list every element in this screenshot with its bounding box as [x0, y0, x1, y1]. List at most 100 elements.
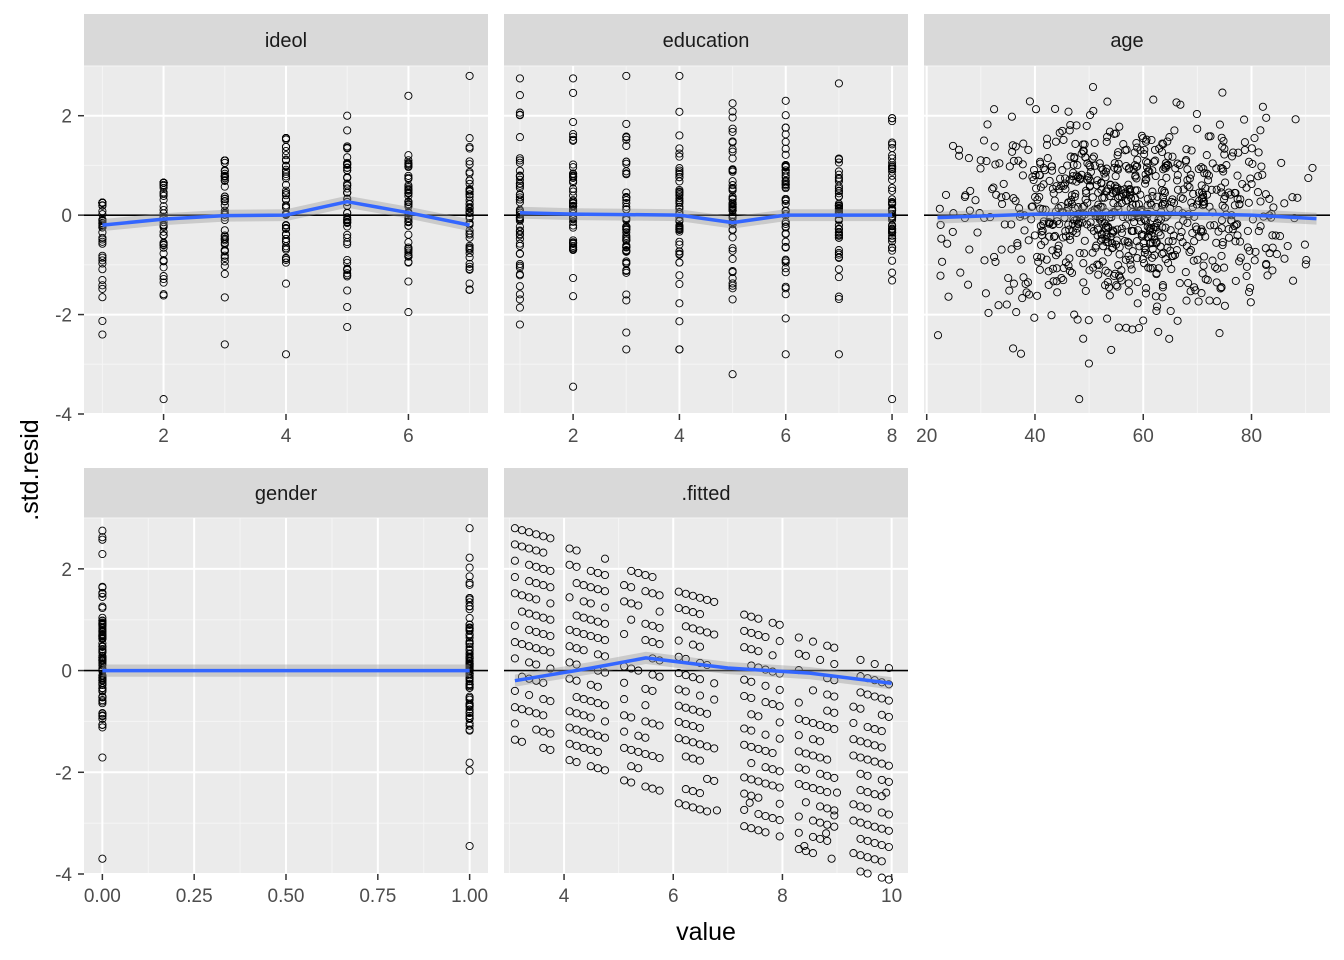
data-point — [465, 190, 474, 199]
data-point — [1098, 202, 1107, 212]
data-point — [1152, 269, 1161, 278]
data-point — [1078, 218, 1087, 227]
data-point — [465, 594, 474, 603]
data-point — [1217, 133, 1226, 142]
data-point — [515, 290, 524, 299]
data-point — [728, 194, 737, 203]
data-point — [98, 693, 107, 702]
data-point — [675, 250, 684, 259]
data-point — [983, 120, 992, 129]
data-point — [888, 117, 897, 126]
data-point — [1210, 221, 1219, 230]
data-point — [517, 705, 527, 714]
data-point — [1007, 112, 1016, 121]
data-point — [525, 690, 534, 700]
data-point — [1168, 236, 1177, 246]
data-point — [775, 637, 784, 646]
data-point — [569, 202, 578, 211]
data-point — [823, 788, 832, 797]
data-point — [1233, 231, 1242, 240]
data-point — [1079, 278, 1088, 287]
data-point — [781, 166, 790, 175]
data-point — [281, 161, 291, 170]
data-point — [1134, 200, 1143, 209]
data-point — [515, 195, 524, 204]
data-point — [1073, 161, 1082, 170]
data-point — [1256, 222, 1265, 231]
data-point — [1261, 190, 1270, 199]
data-point — [1244, 198, 1253, 207]
data-point — [1017, 255, 1026, 264]
data-point — [1084, 316, 1093, 325]
data-point — [220, 247, 229, 256]
data-point — [834, 154, 843, 163]
data-point — [703, 709, 712, 718]
data-point — [1250, 256, 1259, 265]
facet-strip-label: ideol — [265, 30, 307, 52]
data-point — [1047, 162, 1056, 171]
data-point — [870, 659, 879, 669]
data-point — [1226, 190, 1235, 199]
data-point — [620, 776, 629, 785]
data-point — [655, 591, 664, 600]
data-point — [822, 829, 831, 838]
data-point — [1025, 97, 1034, 106]
data-point — [1158, 293, 1167, 302]
data-point — [281, 350, 291, 359]
data-point — [1172, 98, 1181, 107]
data-point — [159, 209, 168, 218]
data-point — [1168, 152, 1177, 161]
data-point — [159, 178, 168, 187]
data-point — [816, 655, 825, 664]
data-point — [781, 111, 790, 120]
data-point — [816, 818, 825, 827]
data-point — [1157, 178, 1166, 188]
data-point — [1122, 145, 1131, 154]
data-point — [159, 205, 168, 215]
data-point — [220, 182, 229, 191]
data-point — [1086, 218, 1095, 227]
data-point — [830, 806, 839, 815]
data-point — [510, 719, 519, 728]
data-point — [515, 263, 524, 272]
data-point — [794, 812, 803, 821]
data-points — [98, 524, 474, 863]
data-point — [281, 134, 291, 143]
data-point — [703, 742, 712, 751]
data-point — [220, 226, 229, 235]
data-point — [1240, 115, 1249, 124]
data-point — [1235, 200, 1244, 209]
data-point — [1089, 226, 1098, 235]
data-point — [220, 194, 229, 203]
data-point — [1124, 287, 1133, 296]
data-point — [1009, 156, 1018, 165]
data-point — [586, 713, 595, 722]
data-point — [627, 615, 636, 624]
data-point — [98, 293, 107, 302]
data-point — [1217, 164, 1226, 173]
data-point — [1146, 199, 1155, 208]
data-point — [510, 572, 519, 582]
data-point — [740, 740, 749, 749]
data-point — [1051, 251, 1061, 260]
data-point — [781, 243, 790, 252]
data-point — [569, 178, 578, 187]
data-point — [1218, 88, 1227, 97]
data-point — [1233, 171, 1242, 180]
data-point — [990, 252, 999, 261]
x-tick-label: 20 — [916, 426, 937, 447]
data-point — [1164, 152, 1173, 161]
x-tick-label: 0.50 — [268, 886, 305, 907]
data-point — [1103, 248, 1113, 257]
data-point — [515, 91, 524, 100]
data-point — [688, 705, 697, 714]
data-point — [1212, 238, 1221, 247]
data-point — [1030, 313, 1039, 322]
data-point — [695, 593, 705, 602]
data-point — [1160, 187, 1169, 196]
data-point — [1097, 234, 1107, 243]
data-point — [834, 79, 843, 88]
data-point — [343, 218, 352, 227]
data-point — [634, 601, 643, 610]
